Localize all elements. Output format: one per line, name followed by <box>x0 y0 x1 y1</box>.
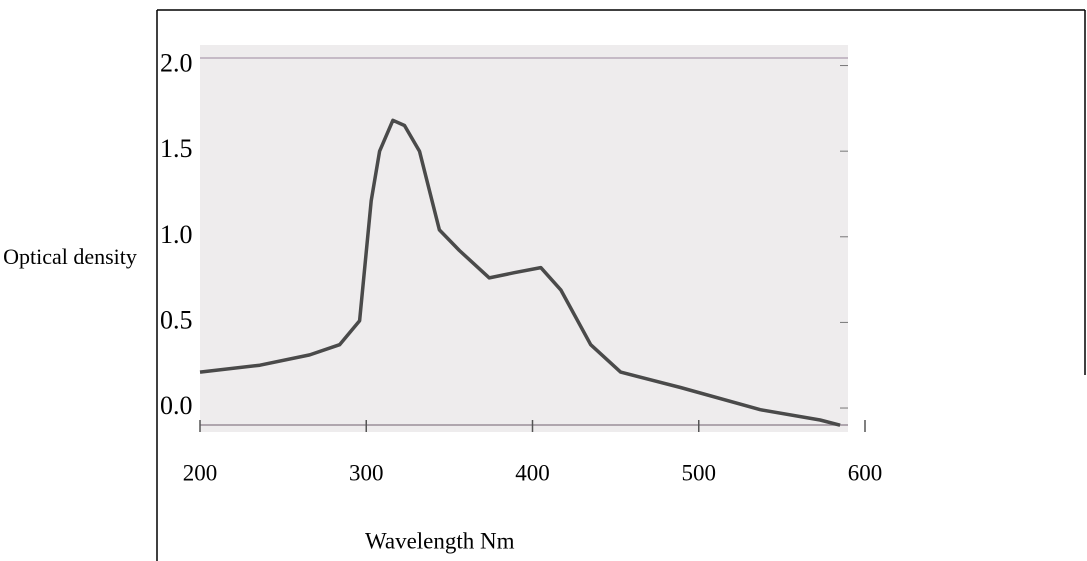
x-tick-label: 500 <box>682 460 717 485</box>
y-axis-label: Optical density <box>3 244 137 269</box>
spectrum-line <box>199 118 841 427</box>
x-tick-label: 200 <box>183 460 218 485</box>
y-tick-label: 2.0 <box>160 49 193 78</box>
plot-paper <box>200 45 848 432</box>
y-tick-label: 1.5 <box>160 134 193 163</box>
y-tick-label: 0.5 <box>160 305 193 334</box>
x-tick-label: 400 <box>515 460 550 485</box>
y-tick-label: 1.0 <box>160 220 193 249</box>
x-tick-label: 300 <box>349 460 384 485</box>
y-tick-label: 0.0 <box>160 391 193 420</box>
x-axis-label: Wavelength Nm <box>365 528 515 553</box>
x-tick-label: 600 <box>848 460 883 485</box>
